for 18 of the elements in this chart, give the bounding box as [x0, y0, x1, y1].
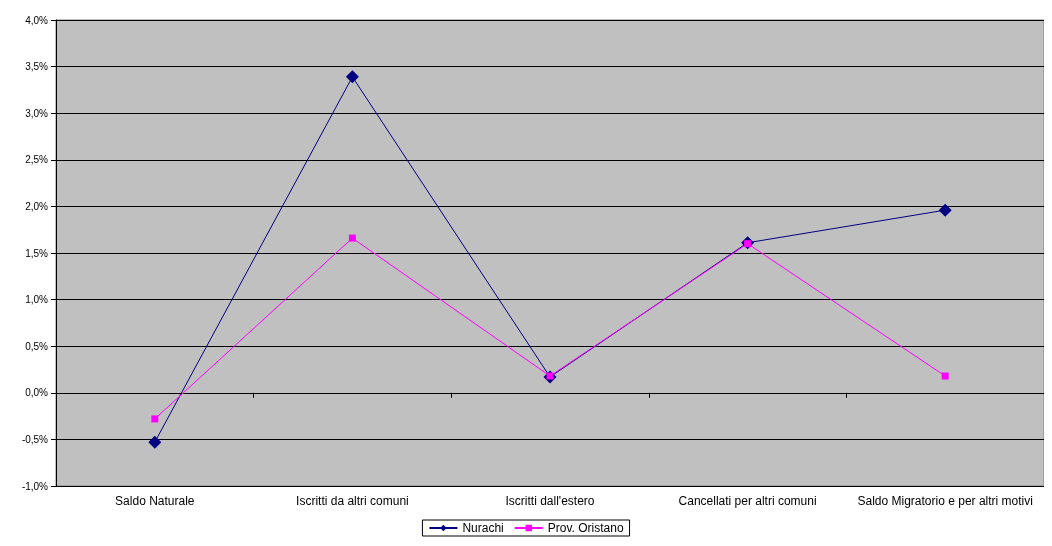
y-tick-label: 1,5%: [25, 247, 49, 259]
legend-label: Nurachi: [462, 521, 504, 535]
x-tick-label: Saldo Migratorio e per altri motivi: [857, 494, 1033, 508]
legend-label: Prov. Oristano: [547, 521, 624, 535]
y-tick-label: 0,0%: [25, 387, 49, 399]
y-tick-label: 2,5%: [25, 154, 49, 166]
x-tick-label: Iscritti da altri comuni: [296, 494, 409, 508]
y-tick-label: 2,0%: [25, 200, 49, 212]
x-tick-label: Cancellati per altri comuni: [678, 494, 817, 508]
y-tick-label: 3,0%: [25, 107, 49, 119]
y-tick-label: 4,0%: [25, 14, 49, 26]
y-tick-label: 0,5%: [25, 340, 49, 352]
y-tick-label: 1,0%: [25, 294, 49, 306]
y-tick-label: 3,5%: [25, 61, 49, 73]
x-tick-label: Saldo Naturale: [115, 494, 195, 508]
y-tick-label: -1,0%: [21, 480, 49, 492]
x-tick-label: Iscritti dall'estero: [505, 494, 595, 508]
y-tick-label: -0,5%: [21, 433, 49, 445]
